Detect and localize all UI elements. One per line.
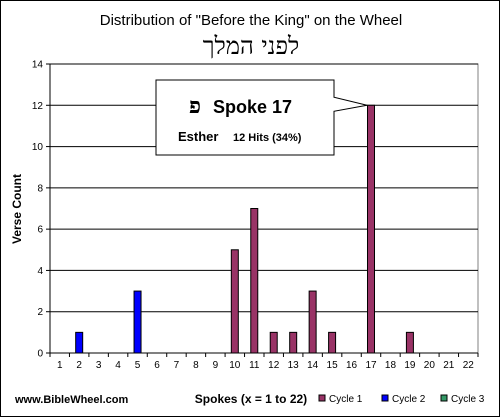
bar-spoke-15 <box>328 331 337 354</box>
x-tick-label: 22 <box>463 360 475 371</box>
legend-label: Cycle 1 <box>329 394 363 405</box>
x-tick-label: 4 <box>115 360 121 371</box>
x-tick-label: 14 <box>307 360 319 371</box>
bar-spoke-11 <box>250 208 259 354</box>
bar-spoke-14 <box>308 290 317 354</box>
legend-label: Cycle 3 <box>451 394 485 405</box>
x-axis-label: Spokes (x = 1 to 22) <box>195 392 307 406</box>
callout-spoke: Spoke 17 <box>213 97 292 117</box>
callout-box <box>155 79 368 156</box>
x-tick-label: 15 <box>327 360 339 371</box>
x-tick-label: 20 <box>424 360 436 371</box>
x-tick-label: 8 <box>193 360 199 371</box>
bar-spoke-10 <box>230 249 239 354</box>
callout-hits: 12 Hits (34%) <box>233 132 302 144</box>
callout-hebrew-letter: פ <box>189 93 201 119</box>
callout-book: Esther <box>178 129 218 144</box>
chart-title: Distribution of "Before the King" on the… <box>100 12 402 29</box>
callout-annotation: פ Spoke 17 Esther 12 Hits (34%) <box>155 79 368 156</box>
y-tick-label: 0 <box>37 349 43 360</box>
x-tick-label: 5 <box>135 360 141 371</box>
x-tick-label: 13 <box>288 360 300 371</box>
y-tick-label: 10 <box>32 142 44 153</box>
x-tick-label: 17 <box>365 360 377 371</box>
legend-swatch <box>381 394 389 402</box>
x-tick-label: 1 <box>57 360 63 371</box>
y-tick-label: 4 <box>37 266 43 277</box>
x-tick-label: 11 <box>249 360 260 371</box>
y-tick-label: 8 <box>37 183 43 194</box>
x-tick-label: 21 <box>443 360 455 371</box>
y-tick-label: 12 <box>32 101 44 112</box>
x-tick-label: 19 <box>404 360 416 371</box>
website-footer: www.BibleWheel.com <box>14 394 128 406</box>
bar-spoke-12 <box>269 331 278 354</box>
x-tick-label: 16 <box>346 360 358 371</box>
x-tick-label: 18 <box>385 360 397 371</box>
chart-subtitle-hebrew: לפני המלך <box>203 32 300 60</box>
x-tick-label: 6 <box>154 360 160 371</box>
x-tick-label: 12 <box>268 360 280 371</box>
legend-swatch <box>318 394 326 402</box>
bar-spoke-13 <box>289 331 298 354</box>
legend-label: Cycle 2 <box>392 394 426 405</box>
legend: Cycle 1 Cycle 2 Cycle 3 <box>318 394 485 405</box>
x-tick-label: 9 <box>213 360 219 371</box>
bar-spoke-19 <box>405 331 414 354</box>
y-tick-label: 14 <box>32 60 44 71</box>
bar-spoke-2 <box>75 331 84 354</box>
bar-spoke-17 <box>367 104 375 354</box>
x-tick-label: 10 <box>229 360 241 371</box>
y-tick-label: 6 <box>37 225 43 236</box>
x-tick-label: 3 <box>96 360 102 371</box>
bar-spoke-5 <box>133 290 142 354</box>
x-tick-label: 7 <box>174 360 180 371</box>
x-tick-label: 2 <box>76 360 82 371</box>
legend-swatch <box>440 394 448 402</box>
y-tick-label: 2 <box>37 307 43 318</box>
y-axis-label: Verse Count <box>10 174 24 244</box>
